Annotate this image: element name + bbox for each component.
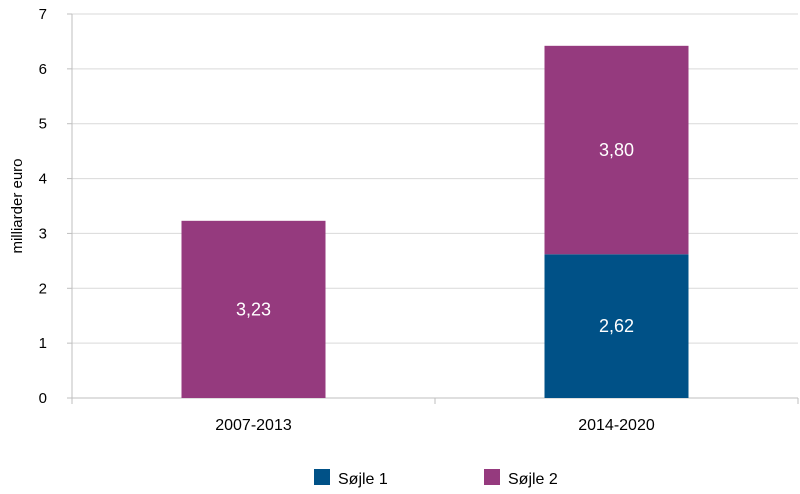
y-axis-label: milliarder euro <box>9 158 26 253</box>
data-label: 2,62 <box>599 316 634 336</box>
bar-segment <box>544 45 689 255</box>
data-label: 3,23 <box>236 299 271 319</box>
legend: Søjle 1 Søjle 2 <box>314 469 558 488</box>
legend-label: Søjle 2 <box>508 471 558 488</box>
y-tick-labels: 0 1 2 3 4 5 6 7 <box>39 6 47 407</box>
gridlines <box>72 13 798 344</box>
y-tick-label: 0 <box>39 390 47 407</box>
bars: 3,23 2,62 3,80 <box>181 45 689 398</box>
x-tick-label: 2007-2013 <box>215 417 292 434</box>
legend-swatch <box>314 469 330 485</box>
y-tick-label: 3 <box>39 225 47 242</box>
bar-segment <box>181 220 326 398</box>
y-tick-label: 1 <box>39 335 47 352</box>
legend-label: Søjle 1 <box>338 471 388 488</box>
y-tick-label: 2 <box>39 280 47 297</box>
bar-segment <box>544 254 689 398</box>
x-tick-labels: 2007-2013 2014-2020 <box>215 417 655 434</box>
y-tick-label: 4 <box>39 171 47 188</box>
y-tick-label: 7 <box>39 6 47 23</box>
x-tick-label: 2014-2020 <box>578 417 655 434</box>
y-tick-label: 6 <box>39 61 47 78</box>
data-label: 3,80 <box>599 140 634 160</box>
legend-swatch <box>484 469 500 485</box>
y-tick-label: 5 <box>39 116 47 133</box>
